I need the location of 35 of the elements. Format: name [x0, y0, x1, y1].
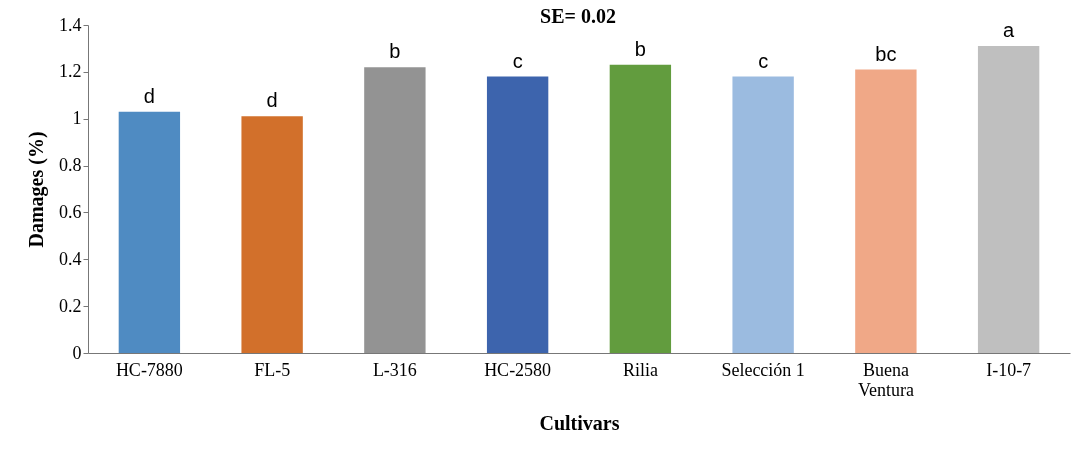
x-tick-label: Buena Ventura	[857, 359, 914, 400]
annotation: d	[266, 89, 278, 112]
y-tick-label: 0.8	[59, 155, 82, 176]
annotation: SE= 0.02	[540, 5, 616, 27]
y-tick-label: 1.2	[59, 61, 82, 82]
annotation: d	[143, 84, 155, 107]
y-axis-title: Damages (%)	[25, 131, 48, 248]
bar	[118, 111, 181, 353]
bar	[732, 76, 794, 353]
annotation: c	[758, 49, 769, 72]
annotation: b	[634, 37, 646, 60]
y-tick-label: 0.6	[59, 201, 82, 222]
bar	[977, 46, 1040, 353]
bar	[486, 76, 549, 353]
annotation: b	[389, 40, 401, 63]
bar	[364, 67, 426, 353]
x-tick-label: HC-7880	[115, 359, 183, 380]
bar	[609, 64, 672, 353]
x-axis-title: Cultivars	[539, 411, 620, 434]
bar	[855, 69, 917, 353]
y-tick-label: 1.4	[59, 14, 82, 35]
x-tick-label: Selección 1	[721, 359, 805, 380]
annotation: bc	[875, 42, 897, 65]
annotation: a	[1003, 19, 1016, 42]
x-tick-label: I-10-7	[986, 359, 1032, 380]
y-tick-label: 1	[72, 108, 82, 129]
x-tick-label: HC-2580	[484, 359, 552, 380]
x-tick-label: L-316	[372, 359, 417, 380]
x-tick-label: Rilia	[622, 359, 658, 380]
y-tick-label: 0.4	[59, 248, 82, 269]
bar	[241, 116, 303, 353]
x-tick-label: FL-5	[254, 359, 291, 380]
y-tick-label: 0.2	[59, 295, 82, 316]
annotation: c	[512, 49, 523, 72]
y-tick-label: 0	[72, 342, 82, 363]
